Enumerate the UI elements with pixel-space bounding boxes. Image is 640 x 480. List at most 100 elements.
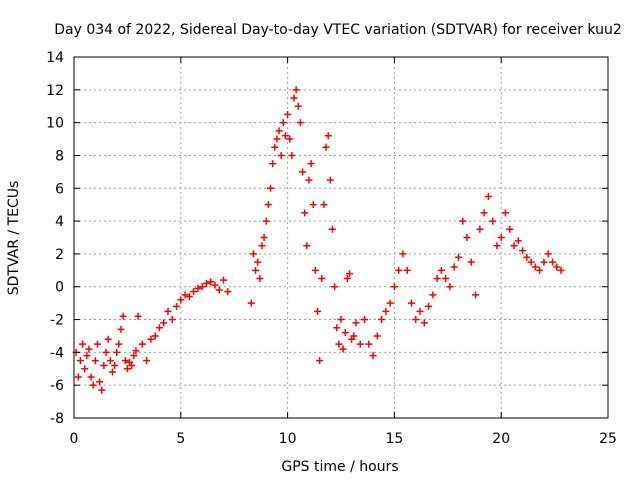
data-point [269,160,277,168]
data-point [143,357,151,365]
data-point [224,288,232,296]
data-point [108,368,116,376]
data-point [151,332,159,340]
data-point [100,361,108,369]
data-point [284,110,292,118]
data-point [514,237,522,245]
data-point [322,143,330,151]
data-point [132,347,140,355]
y-axis-ticks: -8 -6 -4 -2 0 2 4 6 8 10 12 14 [46,50,608,427]
data-points [72,86,565,394]
data-point [557,266,565,274]
data-point [134,312,142,320]
data-point [540,258,548,266]
data-point [480,209,488,217]
y-axis-label: SDTVAR / TECUs [6,181,22,296]
x-tick-label: 15 [385,431,403,447]
data-point [262,217,270,225]
data-point [247,299,255,307]
data-point [85,345,93,353]
data-point [523,253,531,261]
data-point [87,373,95,381]
data-point [497,234,505,241]
data-point [288,151,296,159]
data-point [324,132,332,140]
data-point [198,283,206,291]
data-point [476,225,484,233]
data-point [386,299,394,307]
data-point [356,340,364,348]
data-point [164,307,172,315]
data-point [320,201,328,209]
data-point [536,266,544,274]
plot-frame [73,56,609,419]
data-point [275,127,283,135]
data-point [91,357,99,365]
data-point [305,176,313,184]
data-point [531,263,539,271]
data-point [301,209,309,217]
x-tick-label: 10 [279,431,297,447]
grid-layer [74,57,608,418]
data-point [128,361,136,369]
data-point [79,340,87,348]
data-point [185,293,193,301]
data-point [249,250,257,258]
data-point [446,283,454,291]
data-point [316,357,324,365]
data-point [442,275,450,283]
data-point [416,307,424,315]
data-point [407,299,415,307]
data-point [119,312,127,320]
data-point [296,119,304,127]
data-point [117,325,125,333]
data-point [463,234,471,241]
data-point [395,266,403,274]
data-point [365,340,373,348]
data-point [260,234,268,241]
data-point [155,324,163,332]
chart-title: Day 034 of 2022, Sidereal Day-to-day VTE… [54,22,622,38]
data-point [111,361,119,369]
data-point [437,266,445,274]
data-point [326,176,334,184]
data-point [548,258,556,266]
data-point [339,345,347,353]
data-point [106,357,114,365]
data-point [113,348,121,356]
data-point [472,291,480,299]
x-axis-ticks: 0 5 10 15 20 25 [70,57,617,447]
data-point [318,275,326,283]
data-point [267,184,275,192]
y-tick-label: -4 [50,345,64,361]
y-tick-label: -6 [50,378,64,394]
data-point [553,263,561,271]
data-point [121,357,129,365]
data-point [373,332,381,340]
data-point [190,288,198,296]
data-point [390,283,398,291]
data-point [484,192,492,200]
data-point [290,94,298,102]
data-point [527,258,535,266]
data-point [123,365,131,373]
data-point [220,276,228,284]
data-point [252,266,260,274]
data-point [273,135,281,143]
data-point [341,329,349,337]
data-point [115,340,123,348]
data-point [83,352,91,360]
data-point [177,296,185,304]
data-point [93,340,101,348]
data-point [378,316,386,324]
data-point [420,319,428,327]
data-point [281,132,289,140]
data-point [130,352,138,360]
data-point [102,348,110,356]
data-point [173,302,181,310]
data-point [168,316,176,324]
data-point [299,168,307,176]
y-tick-label: -8 [50,411,64,427]
data-point [76,357,84,365]
